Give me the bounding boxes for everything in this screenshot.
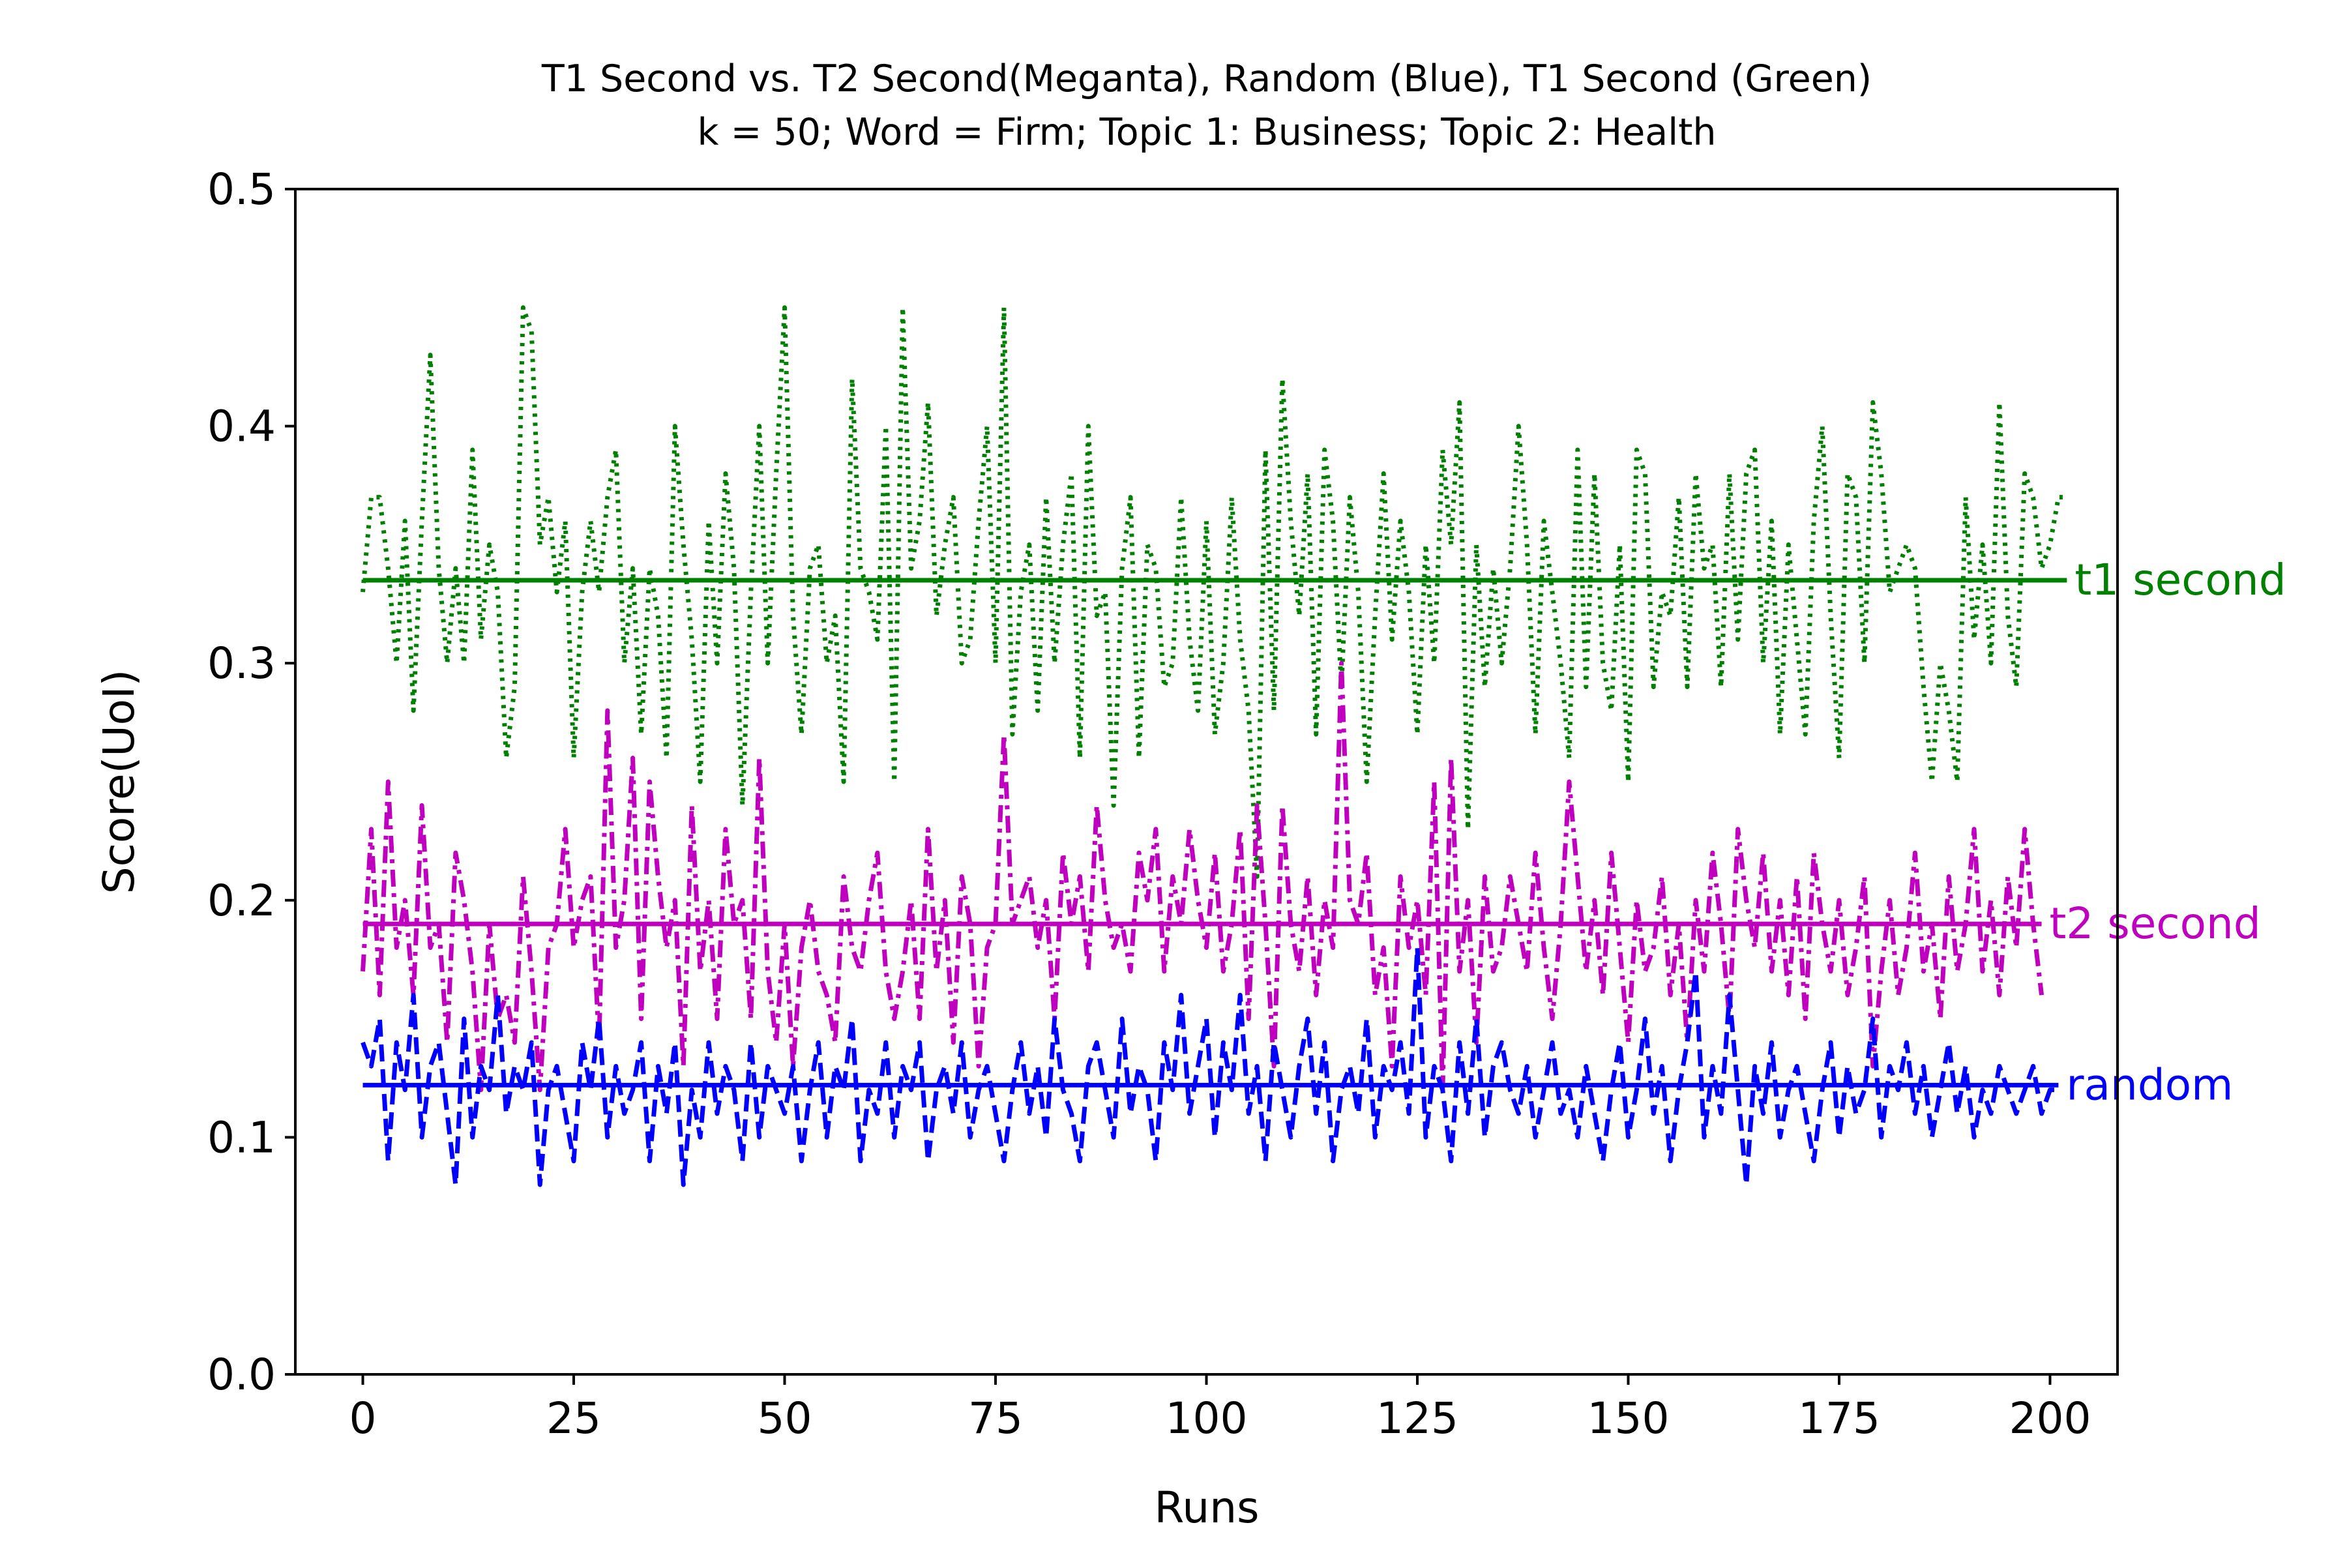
x-tick-label: 150 [1587, 1393, 1669, 1443]
x-tick-label: 0 [349, 1393, 377, 1443]
x-tick-label: 25 [546, 1393, 601, 1443]
y-tick-label: 0.0 [207, 1350, 276, 1400]
series-label: t1 second [2074, 555, 2286, 605]
series-line [361, 945, 2059, 1187]
y-tick-label: 0.4 [207, 402, 276, 452]
series-layer: t1 second t2 second random [361, 305, 2286, 1187]
series-t1-second: t1 second [361, 305, 2286, 879]
y-tick-label: 0.3 [207, 638, 276, 688]
series-label: t2 second [2050, 898, 2261, 949]
x-tick-label: 75 [968, 1393, 1023, 1443]
x-tick-label: 125 [1376, 1393, 1458, 1443]
series-random: random [361, 945, 2233, 1187]
x-tick-label: 200 [2009, 1393, 2091, 1443]
chart-title-line-1: T1 Second vs. T2 Second(Meganta), Random… [541, 57, 1872, 100]
x-tick-label: 100 [1166, 1393, 1248, 1443]
series-t2-second: t2 second [361, 660, 2261, 1093]
x-axis-label: Runs [1155, 1483, 1260, 1533]
chart-title-line-2: k = 50; Word = Firm; Topic 1: Business; … [697, 111, 1716, 154]
series-line [361, 305, 2067, 879]
y-axis-label: Score(UoI) [94, 670, 144, 895]
axes-layer: 0 25 50 75 100 125 150 175 200 0.0 0.1 0.2 0.3 0.4 0.5 [207, 164, 2091, 1443]
series-line [361, 660, 2044, 1093]
plot-frame [294, 188, 2119, 1376]
x-tick-label: 50 [758, 1393, 812, 1443]
x-tick-label: 175 [1798, 1393, 1880, 1443]
y-tick-label: 0.1 [207, 1112, 276, 1162]
y-tick-label: 0.2 [207, 876, 276, 926]
y-tick-label: 0.5 [207, 164, 276, 214]
series-label: random [2066, 1059, 2233, 1110]
